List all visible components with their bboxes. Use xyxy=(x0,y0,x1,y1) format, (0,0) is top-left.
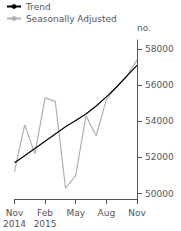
svg-text:50000: 50000 xyxy=(145,189,174,199)
svg-text:May: May xyxy=(66,208,85,218)
svg-text:Trend: Trend xyxy=(25,2,51,12)
svg-text:2014: 2014 xyxy=(3,219,26,229)
svg-text:52000: 52000 xyxy=(145,152,174,162)
svg-text:Nov: Nov xyxy=(6,208,24,218)
svg-text:Feb: Feb xyxy=(37,208,53,218)
svg-text:Aug: Aug xyxy=(98,208,116,218)
svg-text:Seasonally Adjusted: Seasonally Adjusted xyxy=(26,14,117,24)
svg-text:no.: no. xyxy=(137,23,151,33)
svg-text:56000: 56000 xyxy=(145,80,174,90)
svg-text:54000: 54000 xyxy=(145,116,174,126)
svg-text:58000: 58000 xyxy=(145,44,174,54)
svg-text:2015: 2015 xyxy=(34,219,57,229)
svg-text:Nov: Nov xyxy=(128,208,146,218)
